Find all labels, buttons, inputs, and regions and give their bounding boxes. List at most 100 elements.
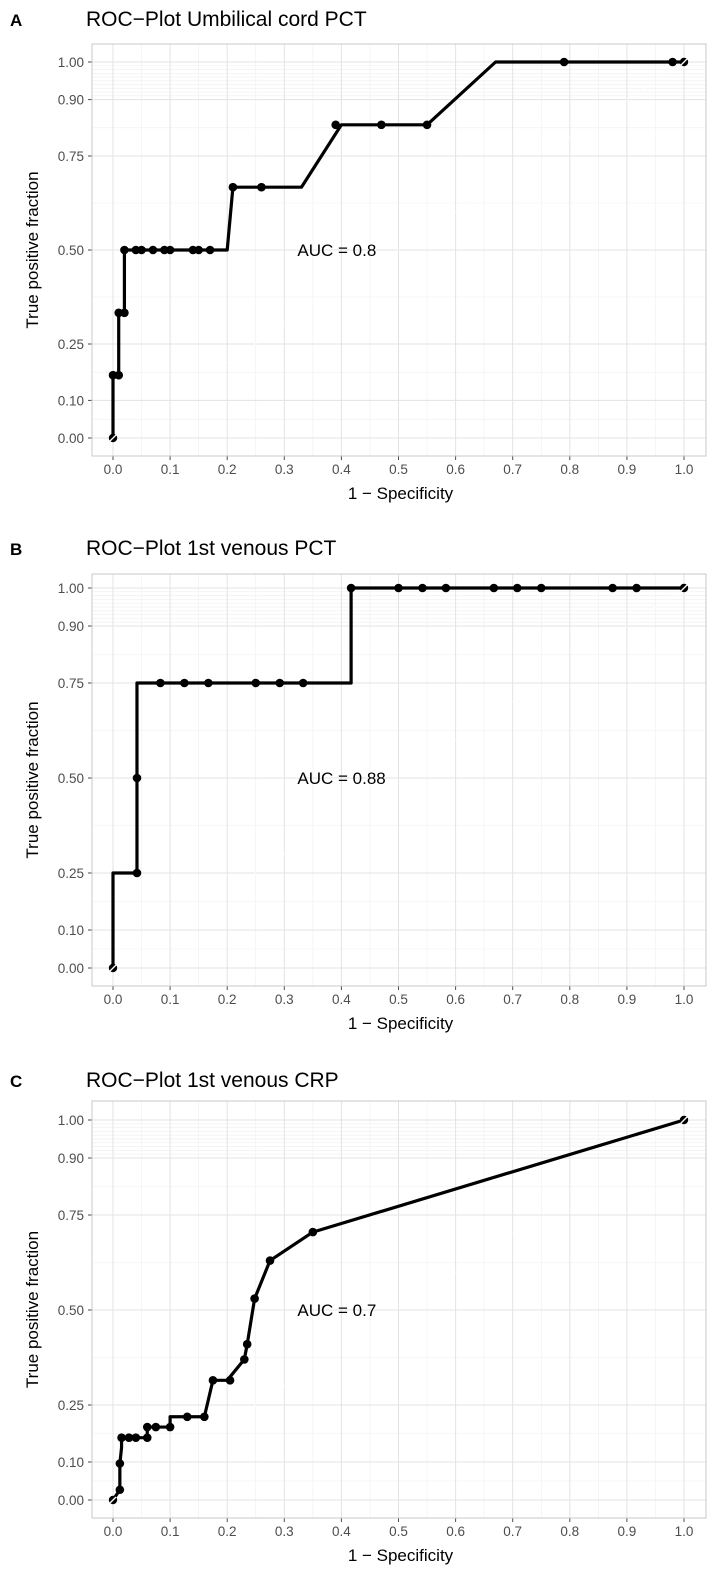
x-tick-label: 0.2: [218, 1524, 237, 1539]
roc-point: [265, 1256, 275, 1265]
roc-point: [120, 245, 129, 255]
reference-diagonal: [112, 587, 685, 969]
x-tick-label: 0.2: [218, 992, 237, 1007]
x-axis-label: 1 − Specificity: [348, 1014, 454, 1033]
roc-point: [668, 57, 677, 67]
y-tick-label: 0.50: [58, 771, 84, 786]
y-tick-label: 0.90: [58, 619, 84, 634]
roc-point: [114, 370, 124, 380]
auc-annotation: AUC = 0.88: [297, 769, 385, 788]
roc-point: [151, 1422, 161, 1432]
roc-endpoint-slash: [109, 1496, 117, 1504]
roc-endpoint-slash: [680, 58, 688, 66]
x-tick-label: 1.0: [675, 462, 694, 477]
x-axis-label: 1 − Specificity: [348, 1546, 454, 1565]
y-tick-label: 0.75: [58, 149, 84, 164]
y-tick-label: 0.25: [58, 337, 84, 352]
roc-point: [394, 583, 403, 593]
x-tick-label: 0.1: [161, 1524, 180, 1539]
chart-title: ROC−Plot Umbilical cord PCT: [86, 8, 367, 31]
plot-border: [91, 43, 707, 457]
x-tick-label: 0.3: [275, 992, 294, 1007]
roc-panel-b: B ROC−Plot 1st venous PCT 0.0 0.1 0.2 0.3 0.4 0…: [10, 537, 707, 1033]
x-tick-label: 1.0: [675, 992, 694, 1007]
y-tick-label: 0.90: [58, 93, 84, 108]
roc-point: [165, 1422, 175, 1432]
plot-border: [91, 1100, 707, 1519]
x-tick-label: 0.9: [618, 1524, 637, 1539]
roc-point: [180, 678, 189, 688]
x-tick-label: 1.0: [675, 1524, 694, 1539]
y-tick-label: 0.50: [58, 243, 84, 258]
roc-point: [148, 245, 158, 255]
roc-point: [115, 1459, 125, 1468]
roc-panel-c: C ROC−Plot 1st venous CRP 0.0 0.1 0.2 0.3 0.4 0…: [10, 1069, 707, 1565]
x-tick-label: 0.6: [446, 1524, 465, 1539]
roc-point: [298, 678, 308, 688]
auc-annotation: AUC = 0.8: [297, 241, 376, 260]
roc-point: [194, 245, 203, 255]
roc-point: [632, 583, 641, 593]
x-tick-label: 0.9: [618, 462, 637, 477]
plot-border: [91, 573, 707, 987]
roc-point: [242, 1339, 252, 1349]
roc-endpoint-slash: [680, 1116, 688, 1124]
roc-endpoint-slash: [109, 434, 117, 442]
roc-point: [536, 583, 546, 593]
roc-point: [200, 1412, 209, 1422]
x-tick-label: 0.1: [161, 462, 180, 477]
y-axis-label: True positive fraction: [23, 171, 42, 328]
x-tick-label: 0.4: [332, 1524, 351, 1539]
panel-letter: A: [10, 11, 22, 30]
roc-point: [441, 583, 451, 593]
y-tick-label: 0.75: [58, 676, 84, 691]
y-axis-label: True positive fraction: [23, 1231, 42, 1388]
roc-point: [124, 1433, 134, 1442]
x-tick-label: 0.2: [218, 462, 237, 477]
auc-annotation: AUC = 0.7: [297, 1301, 376, 1320]
roc-point: [512, 583, 522, 593]
roc-point: [182, 1412, 192, 1422]
y-tick-label: 0.25: [58, 866, 84, 881]
roc-point: [132, 868, 142, 878]
panel-letter: C: [10, 1072, 22, 1091]
roc-point: [205, 245, 215, 255]
x-tick-label: 0.0: [104, 1524, 123, 1539]
roc-point: [156, 678, 165, 688]
x-tick-label: 0.8: [560, 992, 579, 1007]
roc-endpoint-slash: [109, 964, 117, 972]
x-tick-label: 0.9: [618, 992, 637, 1007]
y-tick-label: 0.00: [58, 961, 84, 976]
y-tick-label: 0.00: [58, 1493, 84, 1508]
panel-letter: B: [10, 540, 22, 559]
y-tick-label: 0.50: [58, 1303, 84, 1318]
roc-point: [115, 1485, 125, 1495]
roc-point: [559, 57, 569, 67]
roc-point: [120, 308, 129, 318]
roc-point: [250, 1294, 259, 1303]
roc-point: [422, 120, 432, 130]
x-tick-label: 0.0: [104, 462, 123, 477]
roc-point: [142, 1433, 152, 1442]
roc-point: [165, 245, 175, 255]
roc-point: [240, 1355, 249, 1364]
roc-point: [137, 245, 146, 255]
chart-title: ROC−Plot 1st venous CRP: [86, 1069, 339, 1092]
x-tick-label: 0.4: [332, 992, 351, 1007]
y-tick-label: 1.00: [58, 55, 84, 70]
y-tick-label: 1.00: [58, 1113, 84, 1128]
x-tick-label: 0.5: [389, 992, 408, 1007]
reference-diagonal: [112, 61, 685, 439]
roc-point: [208, 1376, 218, 1385]
x-axis-label: 1 − Specificity: [348, 484, 454, 503]
roc-point: [377, 120, 386, 130]
x-tick-label: 0.8: [560, 1524, 579, 1539]
roc-point: [204, 678, 213, 688]
roc-point: [131, 1433, 141, 1442]
x-tick-label: 0.7: [503, 462, 522, 477]
roc-point: [228, 182, 238, 192]
roc-point: [418, 583, 427, 593]
roc-point: [331, 120, 340, 130]
roc-point: [608, 583, 617, 593]
y-tick-label: 0.90: [58, 1151, 84, 1166]
